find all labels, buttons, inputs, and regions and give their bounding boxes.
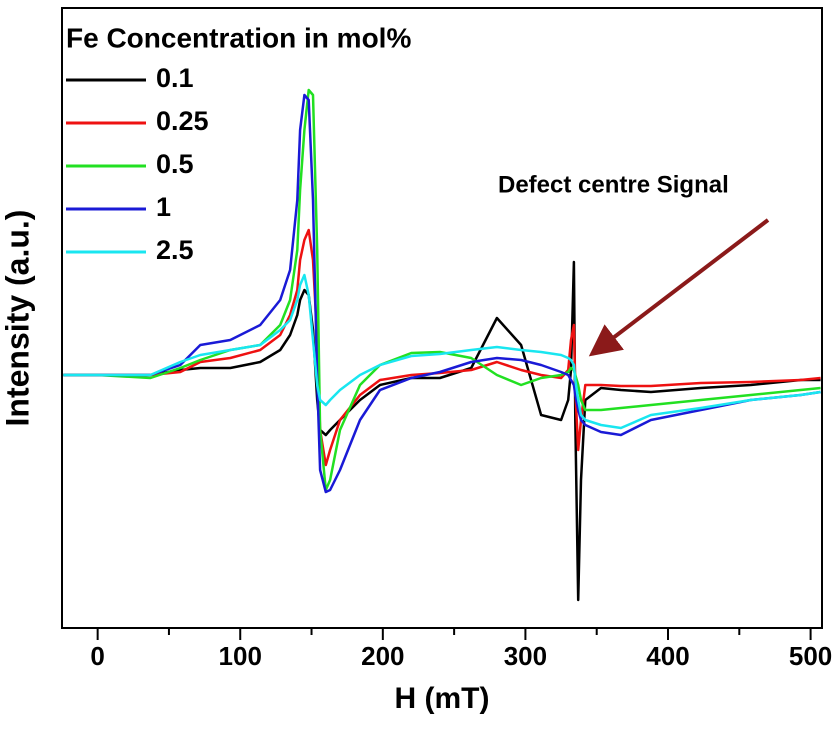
y-axis-label: Intensity (a.u.) bbox=[0, 210, 35, 427]
x-tick-label: 0 bbox=[90, 641, 104, 671]
series-line bbox=[63, 93, 821, 494]
legend-label: 2.5 bbox=[156, 235, 194, 265]
legend-label: 0.5 bbox=[156, 149, 194, 179]
legend-label: 1 bbox=[156, 192, 171, 222]
x-tick-label: 400 bbox=[646, 641, 689, 671]
series-line bbox=[63, 228, 821, 467]
plot-frame bbox=[61, 7, 823, 629]
legend-title: Fe Concentration in mol% bbox=[66, 22, 411, 53]
x-tick-label: 300 bbox=[504, 641, 547, 671]
x-tick-label: 200 bbox=[361, 641, 404, 671]
legend-label: 0.1 bbox=[156, 63, 194, 93]
series-line bbox=[63, 273, 821, 430]
x-axis-label: H (mT) bbox=[395, 682, 490, 715]
x-tick-label: 100 bbox=[219, 641, 262, 671]
legend-label: 0.25 bbox=[156, 106, 209, 136]
series-line bbox=[63, 88, 821, 492]
annotation-arrow bbox=[588, 218, 770, 357]
legend: 0.1 0.25 0.5 1 2.5 bbox=[66, 63, 209, 265]
series-line bbox=[63, 260, 821, 602]
plot-area bbox=[63, 88, 821, 602]
x-tick-label: 500 bbox=[789, 641, 832, 671]
annotation: Defect centre Signal bbox=[498, 171, 729, 198]
